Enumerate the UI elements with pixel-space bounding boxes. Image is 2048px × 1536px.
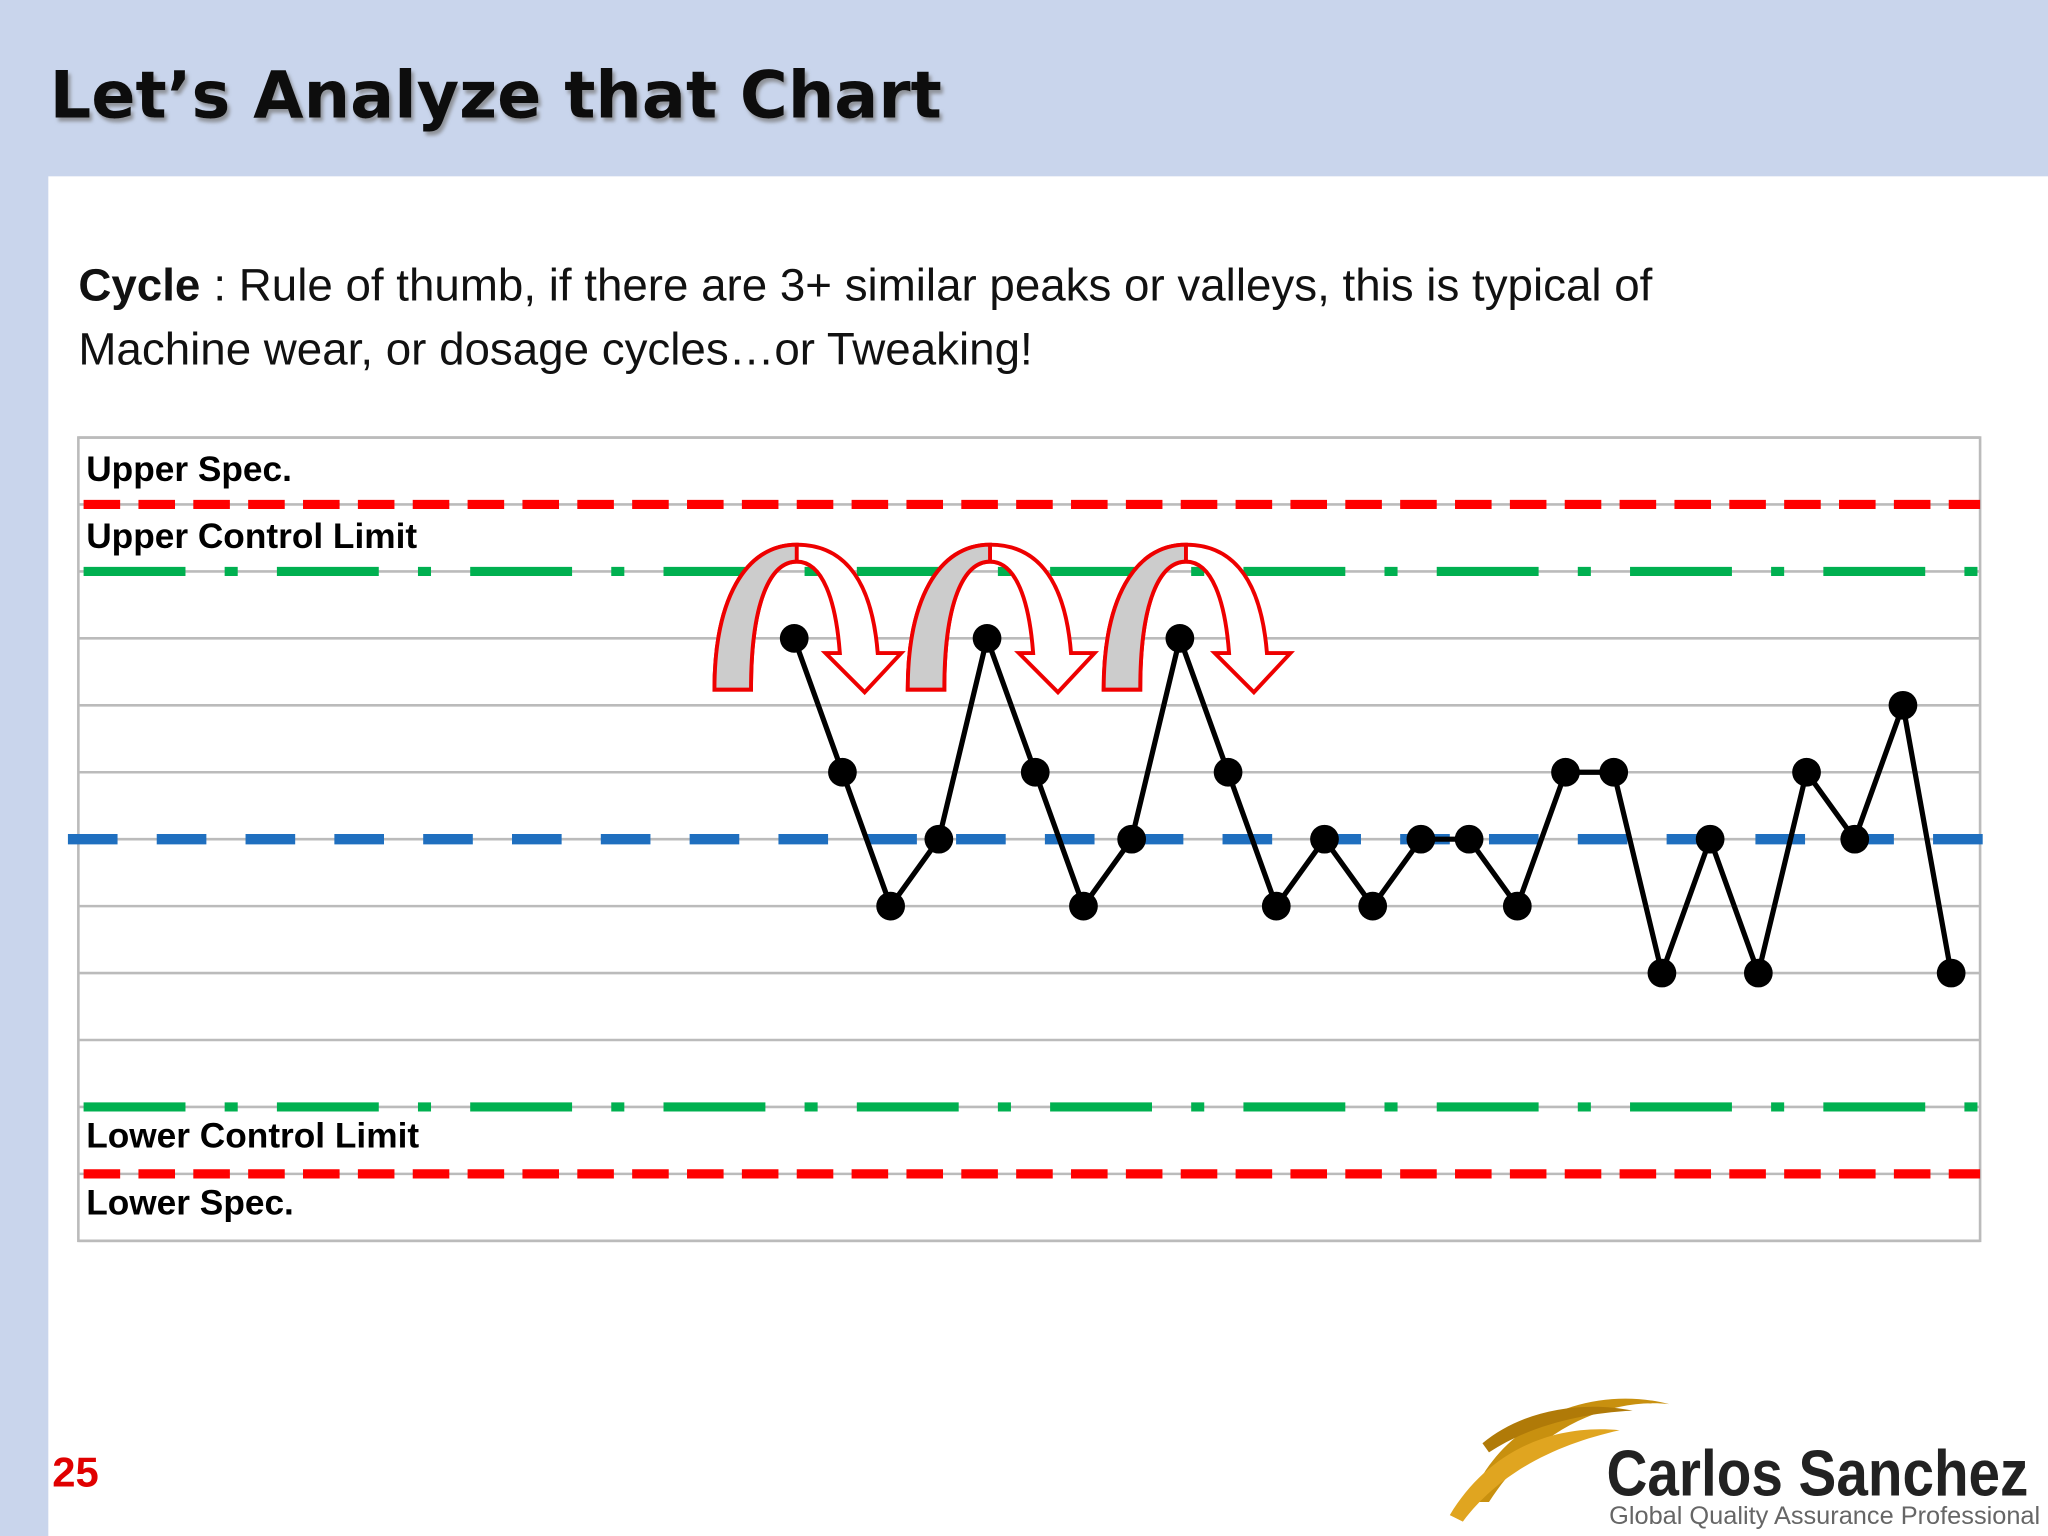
description-line: Cycle : Rule of thumb, if there are 3+ si… <box>78 259 1652 310</box>
data-point <box>1213 757 1243 787</box>
data-point <box>1695 824 1725 854</box>
data-point <box>1165 624 1195 653</box>
logo-name: Carlos Sanchez <box>1607 1437 2029 1510</box>
data-point <box>876 891 906 921</box>
data-point <box>1069 891 1098 921</box>
cycle-arrow <box>712 542 906 696</box>
data-point <box>1117 824 1147 854</box>
cycle-arrow <box>905 542 1100 696</box>
data-point <box>1647 958 1677 988</box>
reference-label: Upper Spec. <box>86 450 292 489</box>
content-area <box>48 176 2048 1536</box>
reference-label: Lower Control Limit <box>86 1116 419 1155</box>
data-point <box>972 624 1002 653</box>
data-point <box>1310 824 1339 854</box>
term: Cycle <box>78 259 200 310</box>
data-point <box>1792 757 1821 787</box>
chart: Upper Spec. Upper Control Limit Lower Cont… <box>67 436 1999 1243</box>
slide-title: Let’s Analyze that Chart <box>50 58 942 134</box>
logo-swoosh <box>1482 1406 1633 1453</box>
data-point <box>924 824 954 854</box>
data-point <box>1020 757 1050 787</box>
logo-tagline: Global Quality Assurance Professional <box>1609 1503 2040 1530</box>
data-point <box>1888 690 1918 720</box>
cycle-arrow <box>1101 542 1295 696</box>
data-point <box>1936 958 1966 988</box>
cycle-arrows <box>712 542 1295 696</box>
data-point <box>1840 824 1870 854</box>
data-point <box>828 757 857 787</box>
description-line: Machine wear, or dosage cycles…or Tweaki… <box>78 323 1032 374</box>
data-point <box>1454 824 1484 854</box>
page-number: 25 <box>52 1448 98 1495</box>
description-text: : Rule of thumb, if there are 3+ similar… <box>213 259 1652 310</box>
reference-label: Lower Spec. <box>86 1183 294 1222</box>
logo: Carlos Sanchez Global Quality Assurance … <box>1449 1398 2040 1530</box>
data-point <box>1502 891 1532 921</box>
data-point <box>779 624 809 653</box>
logo-swoosh <box>1449 1429 1620 1522</box>
data-point <box>1551 757 1580 787</box>
data-point <box>1599 757 1629 787</box>
data-point <box>1743 958 1773 988</box>
data-point <box>1358 891 1388 921</box>
reference-label: Upper Control Limit <box>86 517 417 556</box>
data-point <box>1261 891 1291 921</box>
data-point <box>1406 824 1436 854</box>
